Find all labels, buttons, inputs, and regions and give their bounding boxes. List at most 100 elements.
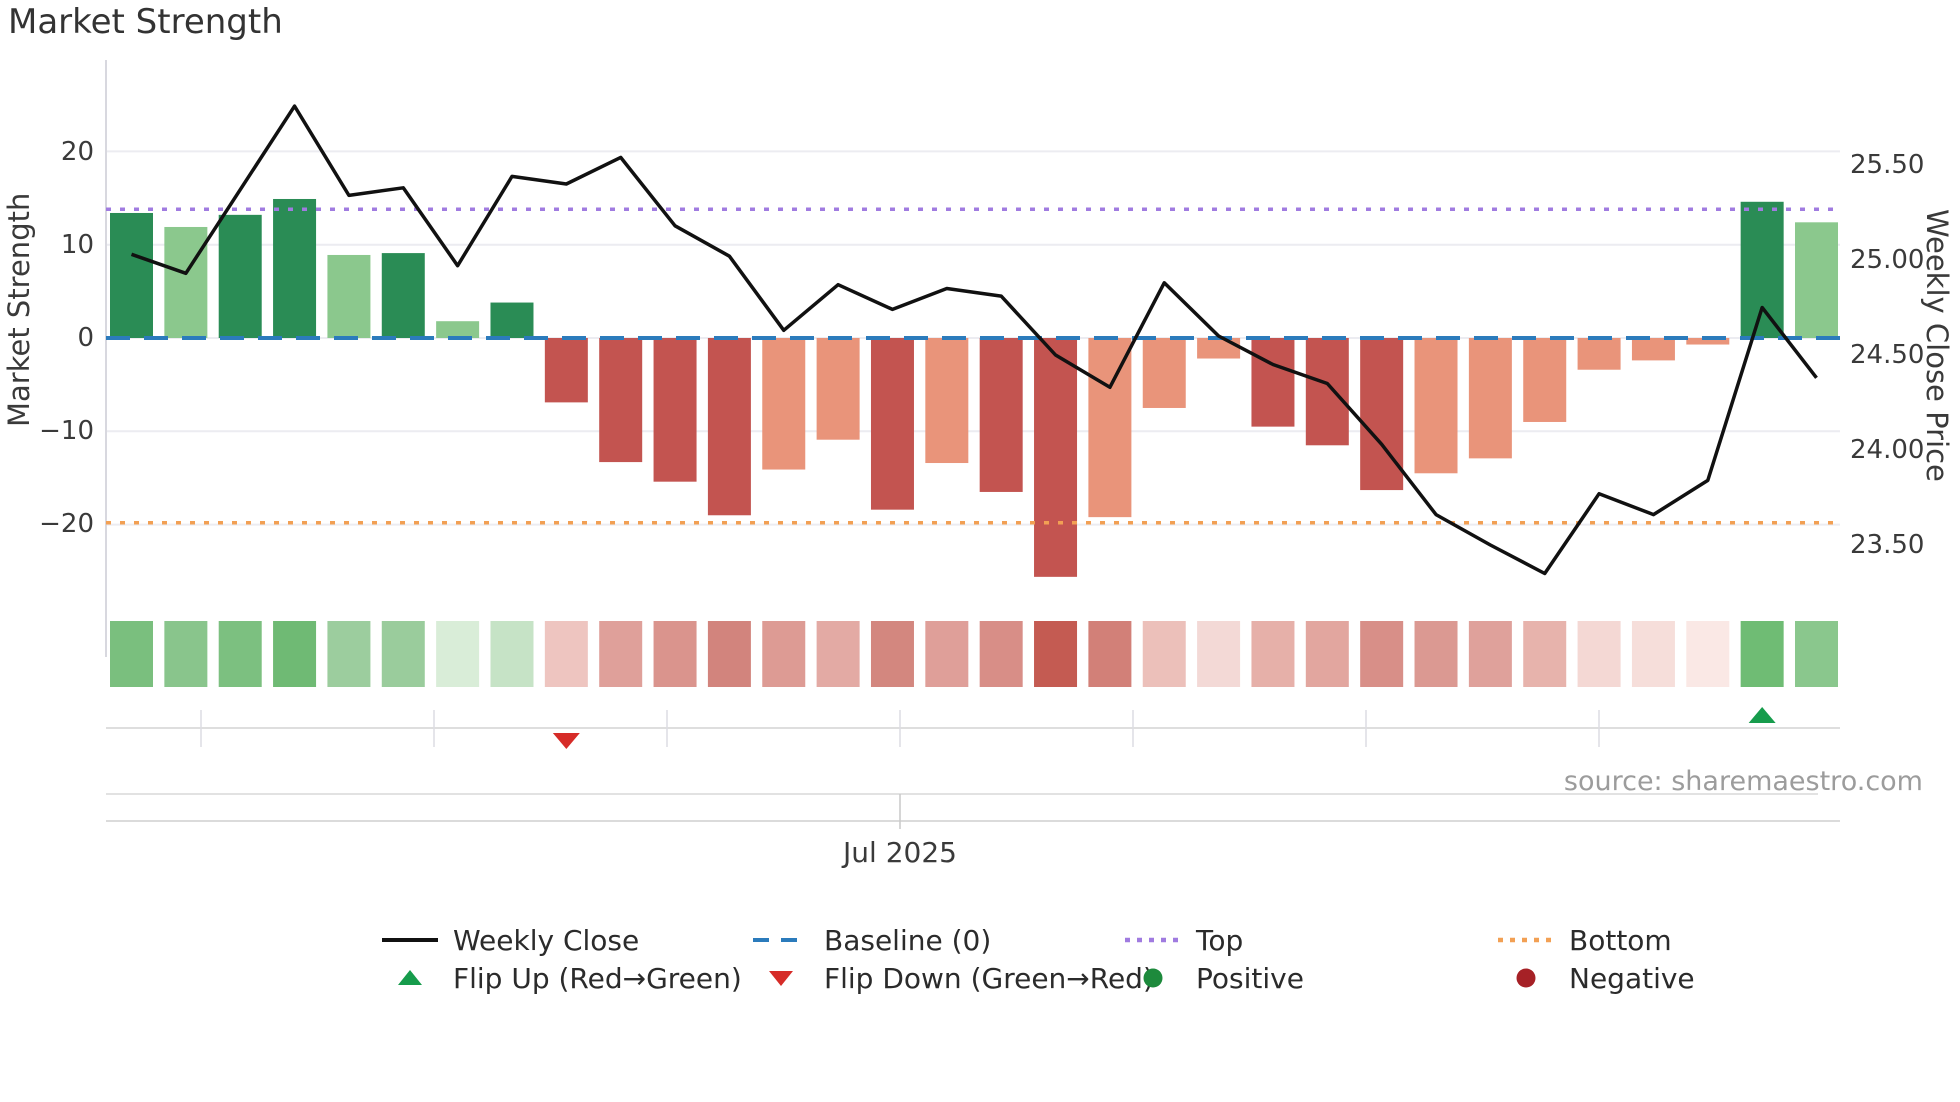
left-axis-tick-0: 0 [77, 323, 94, 353]
weekly-close-line-icon [382, 938, 438, 942]
legend-label: Bottom [1569, 923, 1672, 957]
heatmap-cell [273, 621, 317, 687]
strength-bar [762, 338, 806, 470]
heatmap-cell [1740, 621, 1784, 687]
flip-down-triangle-icon [769, 971, 793, 986]
heatmap-cell [1686, 621, 1730, 687]
left-axis-tick-n20: −20 [39, 509, 94, 539]
baseline-dash-icon [753, 938, 809, 942]
left-axis-tick-20: 20 [60, 137, 94, 167]
strength-bar [1523, 338, 1567, 422]
right-axis-label: Weekly Close Price [1920, 208, 1954, 482]
strength-bar [381, 253, 425, 338]
strength-bar [436, 321, 480, 338]
strength-bar [599, 338, 643, 463]
strength-bar [816, 338, 860, 440]
strength-bar [1088, 338, 1132, 518]
source-credit: source: sharemaestro.com [1563, 766, 1923, 797]
strength-bar [1795, 222, 1839, 338]
flip-down-marker [552, 733, 580, 749]
strength-bar [1251, 338, 1295, 427]
heatmap-cell [164, 621, 208, 687]
strength-bar [490, 302, 534, 338]
bottom-dotted-icon [1498, 937, 1554, 943]
legend-label: Baseline (0) [824, 923, 992, 957]
legend-item-negative: Negative [1496, 960, 1695, 996]
left-axis-tick-n10: −10 [39, 416, 94, 446]
heatmap-cell [1360, 621, 1404, 687]
strength-bar [1468, 338, 1512, 459]
strength-bar [1305, 338, 1349, 446]
heatmap-cell [1631, 621, 1675, 687]
right-axis-tick-2500: 25.00 [1850, 245, 1925, 275]
strength-bar [1631, 338, 1675, 361]
right-axis-tick-2350: 23.50 [1850, 530, 1925, 560]
strength-bar [1740, 201, 1784, 338]
heatmap-cell [653, 621, 697, 687]
strength-bar [1686, 338, 1730, 345]
heatmap-cell [436, 621, 480, 687]
legend-label: Negative [1569, 961, 1695, 995]
heatmap-cell [870, 621, 914, 687]
strength-bar [707, 338, 751, 516]
left-axis-label: Market Strength [2, 192, 36, 428]
heatmap-cell [110, 621, 153, 687]
legend-item-flip-down: Flip Down (Green→Red) [751, 960, 1154, 996]
strength-bar [1034, 338, 1078, 577]
flip-up-triangle-icon [398, 970, 422, 985]
heatmap-cell [707, 621, 751, 687]
legend-item-baseline: Baseline (0) [751, 922, 991, 958]
legend-label: Positive [1196, 961, 1304, 995]
strength-bar [925, 338, 969, 464]
strength-bar [1197, 338, 1241, 359]
heatmap-cell [979, 621, 1023, 687]
strength-bar [870, 338, 914, 510]
strength-bar [110, 212, 153, 338]
strength-bar [164, 226, 208, 338]
strength-bar [1360, 338, 1404, 491]
heatmap-cell [1305, 621, 1349, 687]
heatmap-cell [762, 621, 806, 687]
heatmap-cell [1197, 621, 1241, 687]
heatmap-cell [1142, 621, 1186, 687]
heatmap-cell [544, 621, 588, 687]
heatmap-cell [925, 621, 969, 687]
heatmap-cell [490, 621, 534, 687]
legend-item-weekly-close: Weekly Close [380, 922, 639, 958]
right-axis-tick-2550: 25.50 [1850, 150, 1925, 180]
strength-bar [218, 214, 262, 338]
legend-label: Flip Up (Red→Green) [453, 961, 742, 995]
right-axis-tick-2450: 24.50 [1850, 340, 1925, 370]
legend-item-top: Top [1123, 922, 1243, 958]
strength-bar [979, 338, 1023, 492]
negative-dot-icon [1516, 968, 1536, 988]
strength-bar [544, 338, 588, 403]
legend-label: Weekly Close [453, 923, 640, 957]
heatmap-cell [816, 621, 860, 687]
flip-up-marker [1748, 707, 1776, 723]
strength-bar [1414, 338, 1458, 474]
heatmap-cell [599, 621, 643, 687]
strength-bar [273, 198, 317, 338]
heatmap-cell [1034, 621, 1078, 687]
top-dotted-icon [1125, 937, 1181, 943]
heatmap-cell [1088, 621, 1132, 687]
positive-dot-icon [1143, 968, 1163, 988]
right-axis-tick-2400: 24.00 [1850, 435, 1925, 465]
left-axis-tick-10: 10 [60, 230, 94, 260]
heatmap-cell [1523, 621, 1567, 687]
heatmap-cell [327, 621, 371, 687]
legend-label: Flip Down (Green→Red) [824, 961, 1154, 995]
page-title: Market Strength [8, 2, 283, 42]
strength-bar [327, 254, 371, 338]
heatmap-cell [1577, 621, 1621, 687]
heatmap-cell [218, 621, 262, 687]
heatmap-cell [1251, 621, 1295, 687]
legend-item-flip-up: Flip Up (Red→Green) [380, 960, 742, 996]
heatmap-cell [381, 621, 425, 687]
legend-item-positive: Positive [1123, 960, 1304, 996]
strength-bar [653, 338, 697, 482]
heatmap-cell [1468, 621, 1512, 687]
